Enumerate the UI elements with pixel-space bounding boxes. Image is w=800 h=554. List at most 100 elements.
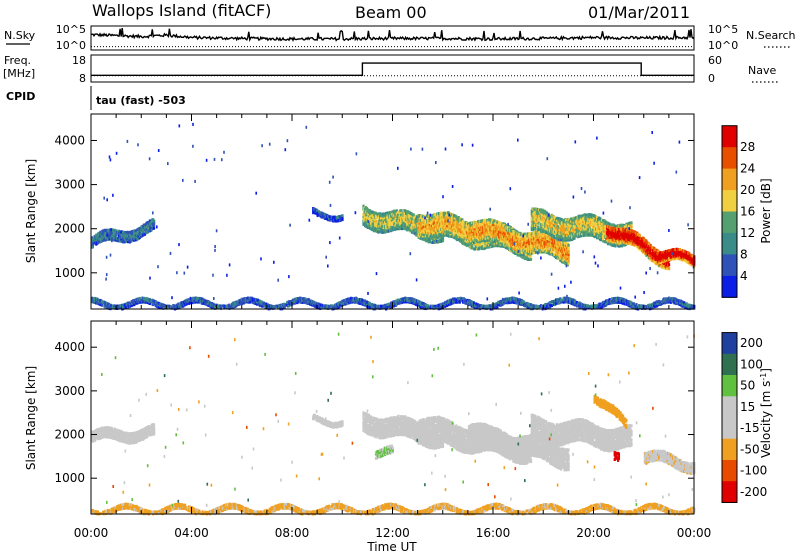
range-cell — [483, 219, 486, 223]
range-cell — [409, 229, 412, 233]
range-cell — [579, 220, 582, 224]
range-cell — [591, 230, 594, 234]
range-cell — [631, 231, 634, 235]
range-cell — [121, 234, 124, 237]
range-cell — [529, 238, 533, 242]
range-cell — [96, 235, 100, 239]
range-cell — [153, 219, 156, 223]
range-cell — [622, 231, 625, 235]
range-cell — [596, 215, 599, 219]
range-cell — [422, 225, 425, 229]
range-cell — [556, 225, 559, 229]
range-cell — [543, 218, 546, 222]
range-cell — [405, 220, 408, 223]
range-cell — [645, 253, 648, 257]
range-cell — [499, 244, 502, 248]
range-cell — [447, 218, 450, 222]
range-cell — [530, 209, 533, 213]
range-cell — [454, 220, 457, 224]
range-cell — [497, 222, 500, 226]
range-cell — [446, 226, 449, 230]
range-cell — [407, 212, 410, 216]
range-cell — [588, 225, 591, 229]
range-cell — [457, 226, 460, 229]
range-cell — [621, 244, 624, 248]
range-cell — [339, 218, 342, 222]
range-cell — [554, 236, 557, 240]
range-cell — [150, 225, 153, 229]
range-cell — [611, 223, 614, 227]
range-cell — [318, 210, 321, 214]
range-cell — [508, 239, 512, 242]
range-cell — [379, 216, 383, 220]
range-cell — [145, 227, 148, 231]
range-cell — [106, 230, 110, 234]
range-cell — [587, 231, 590, 235]
range-cell — [400, 217, 404, 221]
range-cell — [433, 227, 436, 231]
range-cell — [596, 227, 599, 231]
range-cell — [615, 233, 618, 237]
range-cell — [477, 247, 481, 251]
range-cell — [371, 226, 374, 230]
range-cell — [428, 229, 431, 233]
range-cell — [495, 224, 498, 228]
range-cell — [465, 229, 468, 233]
range-cell — [533, 240, 536, 244]
range-cell — [617, 235, 620, 239]
range-cell — [580, 234, 583, 238]
range-cell — [410, 230, 414, 234]
range-cell — [540, 210, 543, 214]
range-cell — [415, 215, 419, 219]
range-cell — [642, 243, 646, 247]
range-cell — [395, 209, 398, 213]
range-cell — [534, 209, 537, 213]
range-cell — [567, 243, 570, 247]
range-cell — [627, 238, 630, 242]
range-cell — [129, 230, 132, 234]
range-cell — [462, 219, 465, 223]
range-cell — [462, 240, 466, 244]
range-cell — [617, 227, 620, 231]
range-cell — [399, 222, 402, 226]
range-cell — [569, 233, 572, 237]
range-cell — [433, 221, 436, 225]
range-cell — [371, 224, 374, 228]
range-cell — [529, 236, 532, 240]
range-cell — [374, 214, 378, 218]
range-cell — [513, 239, 516, 243]
range-cell — [549, 244, 552, 248]
range-cell — [505, 230, 508, 234]
range-cell — [567, 245, 570, 249]
range-cell — [585, 231, 588, 235]
range-cell — [583, 213, 586, 217]
range-cell — [529, 257, 533, 261]
range-cell — [595, 231, 598, 235]
range-cell — [438, 227, 441, 231]
range-cell — [553, 215, 556, 219]
range-cell — [610, 234, 613, 238]
range-cell — [562, 259, 565, 263]
range-cell — [123, 235, 126, 238]
range-cell — [591, 219, 594, 223]
range-cell — [597, 220, 600, 224]
range-cell — [464, 241, 467, 245]
range-cell — [584, 215, 587, 219]
range-cell — [153, 222, 156, 226]
range-cell — [560, 251, 563, 255]
range-cell — [544, 231, 548, 234]
range-cell — [534, 242, 537, 246]
range-cell — [496, 228, 499, 232]
nave-label: Nave — [748, 64, 776, 77]
range-cell — [651, 253, 654, 257]
nsearch-tick-high: 10^5 — [708, 23, 738, 36]
range-cell — [638, 247, 641, 251]
range-cell — [556, 235, 559, 239]
range-cell — [441, 223, 445, 227]
range-cell — [621, 223, 624, 227]
range-cell — [492, 225, 495, 229]
range-cell — [480, 231, 483, 235]
range-cell — [548, 242, 551, 246]
